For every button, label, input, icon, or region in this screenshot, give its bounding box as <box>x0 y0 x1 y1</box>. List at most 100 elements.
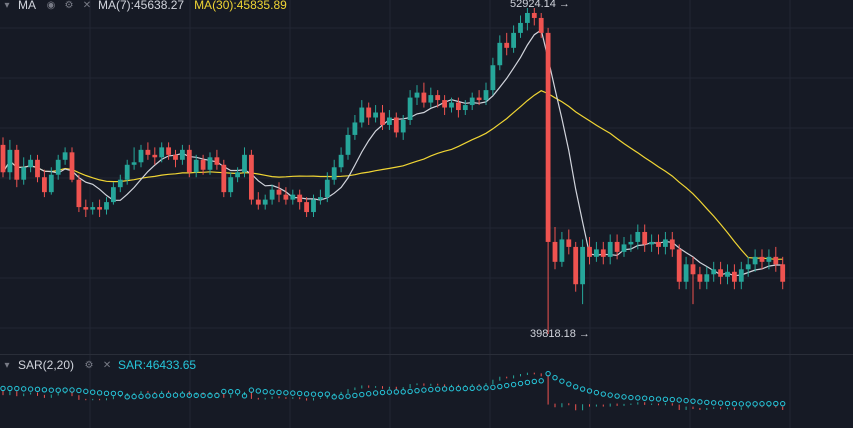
sar-dot <box>607 392 613 398</box>
candle-body <box>283 194 289 200</box>
candle-body <box>331 167 337 180</box>
sar-dot <box>69 387 75 393</box>
gear-icon[interactable]: ⚙ <box>84 359 94 371</box>
candle-body <box>235 172 240 178</box>
candle-body <box>90 207 96 210</box>
sar-dot <box>559 378 565 384</box>
candle-body <box>193 159 199 173</box>
candle-body <box>173 154 178 160</box>
sar-dot <box>586 388 593 394</box>
candle-body <box>304 202 309 213</box>
high-price-label: 52924.14 → <box>510 0 570 10</box>
sar-dot <box>648 395 655 402</box>
candle-body <box>152 154 158 158</box>
candle-body <box>683 264 689 282</box>
sar-dot <box>331 394 337 400</box>
candle-body <box>656 241 661 247</box>
sar-dot <box>780 400 786 407</box>
candle-body <box>318 197 323 200</box>
candle-body <box>690 264 696 275</box>
sar-dot <box>428 386 434 393</box>
candle-body <box>262 199 268 205</box>
candle-body <box>663 239 668 247</box>
sar-dot <box>90 389 96 395</box>
candle-body <box>531 12 537 18</box>
sar-dot <box>138 393 144 400</box>
sar-value: SAR:46433.65 <box>118 358 197 372</box>
candle-body <box>580 246 585 285</box>
sar-dot <box>717 400 724 406</box>
candle-body <box>745 264 751 270</box>
sar-dot <box>690 398 696 404</box>
candle-body <box>124 164 130 180</box>
sar-dot <box>566 381 572 387</box>
sar-dot <box>455 385 462 392</box>
ma30-line <box>2 90 783 260</box>
sar-dot <box>62 387 68 393</box>
sar-dot <box>600 391 606 397</box>
sar-dot <box>324 391 330 397</box>
sar-dot <box>103 390 110 397</box>
sar-dot <box>359 391 365 398</box>
candle-body <box>69 152 75 180</box>
sar-dot <box>759 401 765 407</box>
sar-dot <box>724 400 731 407</box>
candle-body <box>449 102 454 108</box>
candle-body <box>311 199 316 213</box>
candle-body <box>752 256 758 265</box>
candle-body <box>380 112 385 125</box>
candle-body <box>359 107 365 123</box>
candle-body <box>276 189 282 195</box>
sar-dot <box>552 374 558 381</box>
sar-dot <box>14 385 20 392</box>
sar-dot <box>745 401 751 407</box>
candle-body <box>159 147 165 158</box>
ma-legend: ▾ MA ◉ ⚙ ✕ MA(7):45638.27 MA(30):45835.8… <box>0 0 297 14</box>
candle-body <box>249 154 254 200</box>
candle-body <box>138 149 144 163</box>
sar-dot <box>269 389 275 395</box>
candle-body <box>21 167 27 180</box>
candle-body <box>324 179 330 198</box>
candle-body <box>476 97 482 101</box>
close-icon[interactable]: ✕ <box>82 0 92 11</box>
sar-dot <box>145 393 151 399</box>
candle-body <box>373 112 378 118</box>
pane-separator <box>0 354 853 355</box>
sar-dot <box>517 380 524 387</box>
sar-dot <box>262 388 268 395</box>
candle-body <box>62 152 68 160</box>
candle-body <box>255 199 261 205</box>
chevron-down-icon[interactable]: ▾ <box>4 359 10 371</box>
sar-dot <box>283 390 289 396</box>
sar-dot <box>303 391 310 397</box>
sar-dot <box>655 396 662 402</box>
candle-body <box>621 244 627 252</box>
candle-body <box>428 95 434 103</box>
sar-dot <box>297 390 303 397</box>
sar-dot <box>179 392 186 398</box>
chevron-down-icon[interactable]: ▾ <box>4 0 10 11</box>
sar-dot <box>207 392 213 399</box>
sar-dot <box>524 379 531 386</box>
sar-dot <box>504 382 510 389</box>
sar-dot <box>21 386 27 392</box>
sar-dot <box>152 393 158 399</box>
candle-body <box>414 92 420 98</box>
candle-body <box>642 231 648 245</box>
sar-dot <box>34 386 41 393</box>
candle-body <box>483 90 489 101</box>
candle-body <box>773 256 779 265</box>
sar-dot <box>27 386 34 392</box>
gear-icon[interactable]: ⚙ <box>64 0 74 11</box>
candle-body <box>545 32 551 242</box>
sar-dot <box>497 383 503 390</box>
sar-dot <box>669 396 675 403</box>
close-icon[interactable]: ✕ <box>102 359 112 371</box>
eye-icon[interactable]: ◉ <box>46 0 56 11</box>
sar-dot <box>234 389 241 395</box>
candle-body <box>732 271 737 282</box>
candle-body <box>497 42 503 66</box>
sar-dot <box>711 400 717 406</box>
